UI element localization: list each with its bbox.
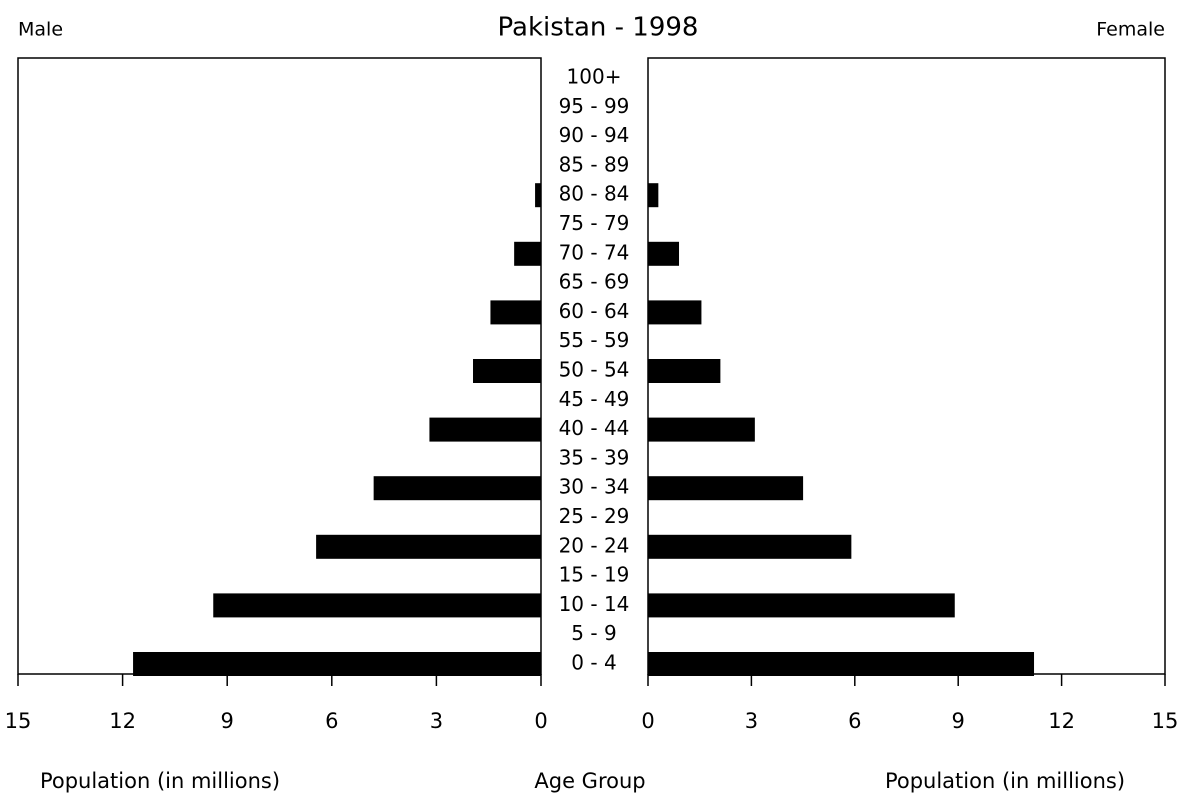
- x-tick-label: 12: [109, 709, 136, 733]
- bar-female: [648, 652, 1035, 676]
- age-label: 20 - 24: [559, 533, 630, 557]
- age-label: 80 - 84: [559, 182, 630, 206]
- age-label: 55 - 59: [559, 328, 630, 352]
- age-label: 30 - 34: [559, 475, 630, 499]
- bar-male: [316, 534, 541, 559]
- bar-male: [133, 652, 541, 676]
- age-label: 0 - 4: [571, 651, 616, 675]
- age-label: 50 - 54: [559, 358, 630, 382]
- bar-male: [213, 593, 541, 618]
- bar-female: [648, 476, 804, 501]
- x-axis-label-left: Population (in millions): [40, 769, 280, 793]
- y-axis-label: Age Group: [534, 769, 645, 793]
- x-tick-label: 3: [745, 709, 758, 733]
- x-tick-label: 3: [430, 709, 443, 733]
- age-label: 65 - 69: [559, 270, 630, 294]
- age-label: 85 - 89: [559, 152, 630, 176]
- legend-female: Female: [1096, 19, 1165, 41]
- age-label: 95 - 99: [559, 94, 630, 118]
- bar-male: [429, 417, 541, 442]
- age-label: 75 - 79: [559, 211, 630, 235]
- age-label: 15 - 19: [559, 563, 630, 587]
- age-label: 25 - 29: [559, 504, 630, 528]
- age-label: 40 - 44: [559, 416, 630, 440]
- x-tick-label: 15: [5, 709, 32, 733]
- bar-female: [648, 359, 721, 383]
- left-panel: [17, 57, 542, 675]
- bar-female: [648, 417, 755, 442]
- x-tick-label: 9: [952, 709, 965, 733]
- bar-male: [535, 183, 541, 208]
- bar-female: [648, 593, 955, 618]
- age-label: 60 - 64: [559, 299, 630, 323]
- age-label: 70 - 74: [559, 240, 630, 264]
- age-label: 35 - 39: [559, 445, 630, 469]
- bar-male: [473, 359, 541, 383]
- bar-female: [648, 534, 852, 559]
- bar-female: [648, 300, 702, 325]
- chart-title: Pakistan - 1998: [498, 13, 699, 43]
- age-label: 10 - 14: [559, 592, 630, 616]
- x-tick-label: 6: [325, 709, 338, 733]
- bar-female: [648, 183, 659, 208]
- bar-female: [648, 241, 680, 266]
- x-tick-label: 0: [534, 709, 547, 733]
- age-label: 90 - 94: [559, 123, 630, 147]
- x-tick-label: 9: [221, 709, 234, 733]
- x-tick-label: 0: [641, 709, 654, 733]
- age-label: 100+: [567, 65, 622, 89]
- right-panel: [647, 57, 1166, 675]
- legend-male: Male: [18, 19, 63, 41]
- x-tick-label: 6: [848, 709, 861, 733]
- age-label: 45 - 49: [559, 387, 630, 411]
- bar-male: [490, 300, 541, 325]
- x-axis-label-right: Population (in millions): [885, 769, 1125, 793]
- age-label: 5 - 9: [571, 621, 616, 645]
- x-tick-label: 15: [1152, 709, 1177, 733]
- bar-male: [514, 241, 541, 266]
- bar-male: [373, 476, 541, 501]
- x-tick-label: 12: [1048, 709, 1075, 733]
